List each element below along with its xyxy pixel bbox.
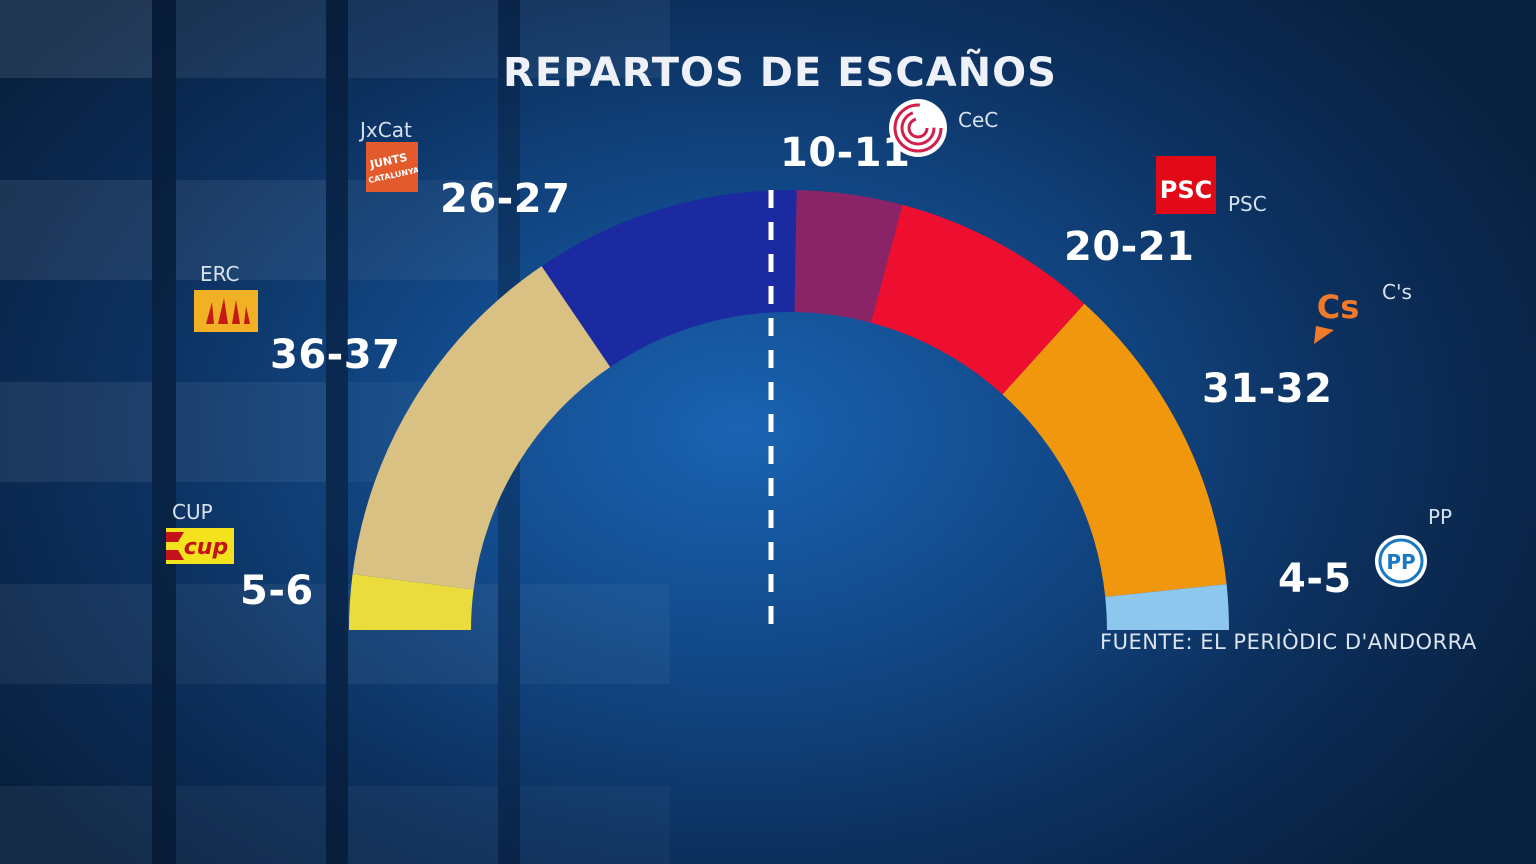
source-note: FUENTE: EL PERIÒDIC D'ANDORRA [1100,630,1477,654]
arc-psc [871,204,1085,395]
pp-logo: PP [1375,535,1427,587]
erc-logo [194,290,258,332]
seats-pp: 4-5 [1278,556,1352,602]
arc-cs [1002,303,1227,597]
cup-logo: cup [166,528,234,564]
seats-psc: 20-21 [1064,224,1195,270]
cec-logo [889,99,947,157]
party-name-psc: PSC [1228,192,1267,216]
seats-cup: 5-6 [240,568,314,614]
svg-text:PP: PP [1386,550,1415,574]
svg-text:Cs: Cs [1317,288,1360,326]
arc-cec [794,190,903,323]
chart-title: REPARTOS DE ESCAÑOS [503,50,1057,96]
seats-cs: 31-32 [1202,366,1333,412]
arc-jxcat [541,189,797,368]
psc-logo: PSC [1156,156,1216,214]
seats-erc: 36-37 [270,332,401,378]
seats-jxcat: 26-27 [440,176,571,222]
svg-text:cup: cup [184,535,228,560]
arc-erc [352,266,611,590]
junts-logo: JUNTS CATALUNYA [366,142,418,192]
arc-cup [349,574,474,630]
party-name-erc: ERC [200,262,240,286]
seats-cec: 10-11 [780,130,911,176]
svg-text:PSC: PSC [1160,176,1213,204]
party-name-pp: PP [1428,505,1453,529]
arc-pp [1105,584,1229,630]
party-name-cup: CUP [172,500,213,524]
cs-logo: Cs [1314,288,1360,344]
party-name-cec: CeC [958,108,999,132]
party-name-jxcat: JxCat [360,118,412,142]
party-name-cs: C's [1382,280,1412,304]
